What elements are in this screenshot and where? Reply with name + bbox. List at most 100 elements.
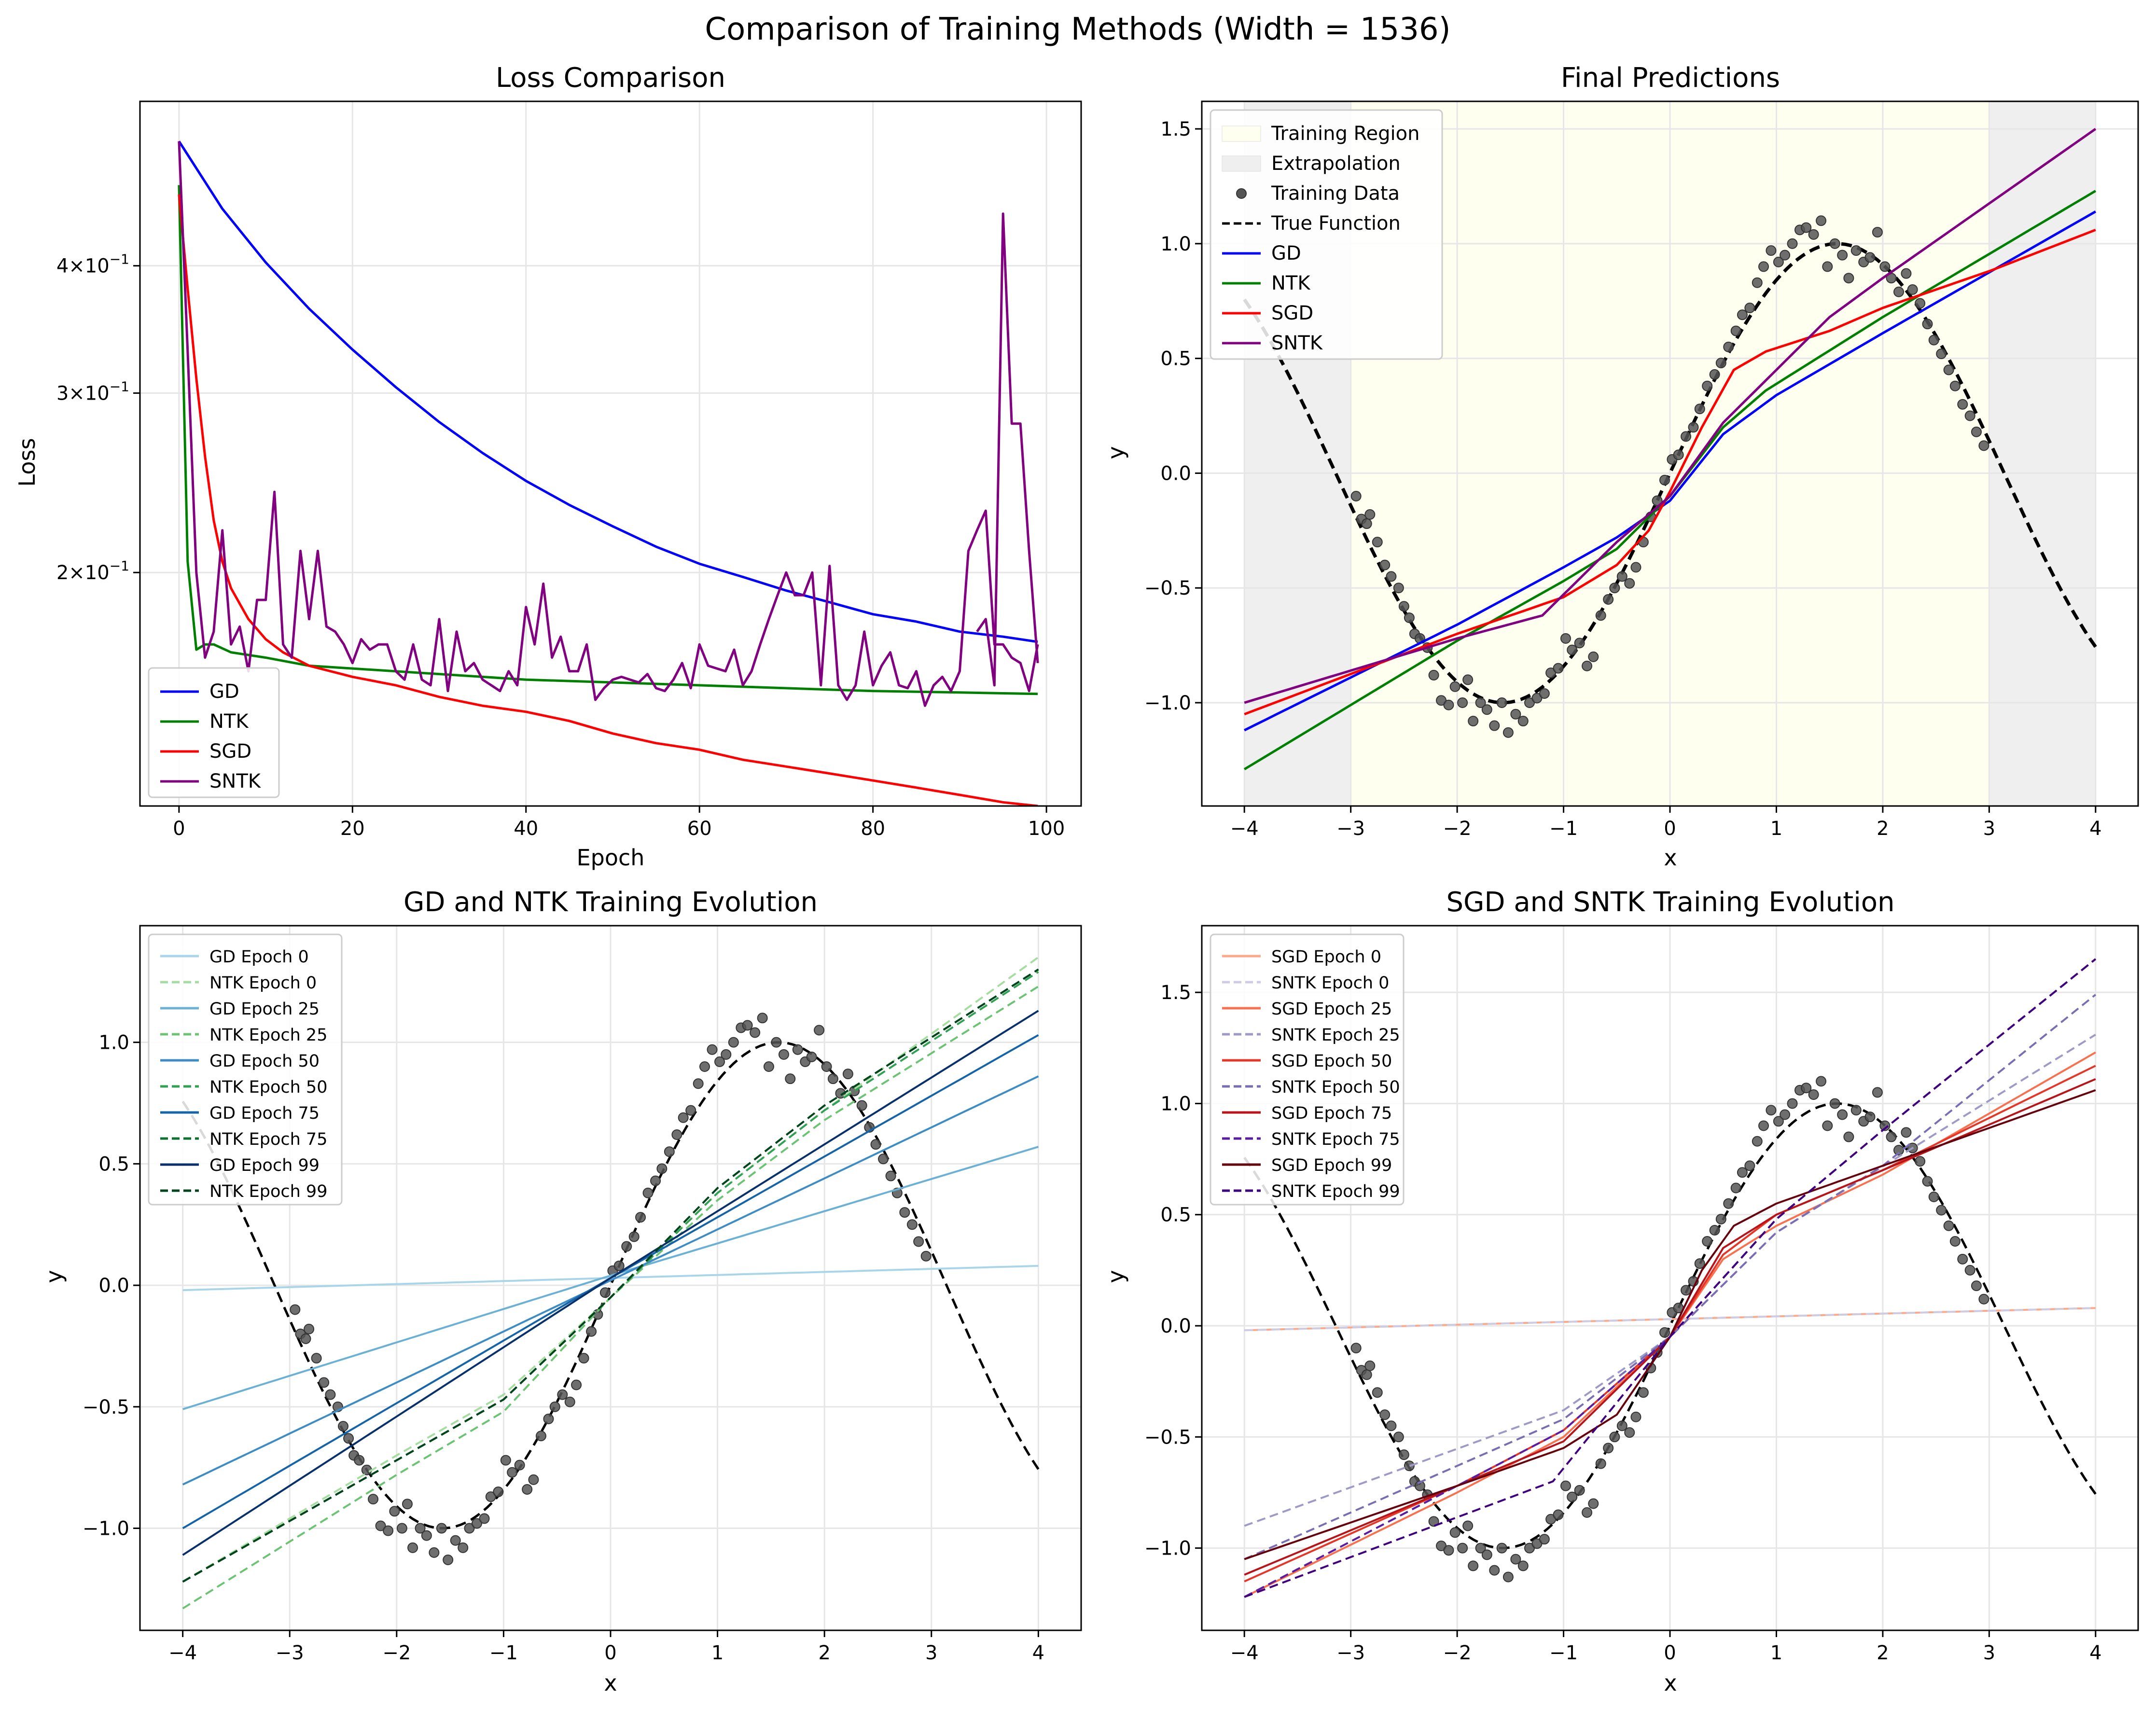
training-data-point (421, 1530, 432, 1541)
training-data-point (642, 1187, 654, 1198)
training-data-point (1372, 1387, 1383, 1398)
series-line-sntk-epoch-0 (1244, 1307, 2096, 1332)
training-data-point (1404, 1460, 1415, 1472)
legend-swatch-dot (1236, 188, 1247, 199)
legend: Training Region Extrapolation Training Dat… (1210, 109, 1443, 360)
y-tick-label: 1.5 (1160, 118, 1191, 140)
y-tick-label: 1.0 (98, 1032, 129, 1054)
training-data-point (564, 1396, 575, 1407)
training-data-point (1709, 369, 1720, 380)
training-data-point (1936, 1205, 1947, 1216)
training-data-point (792, 1044, 803, 1055)
legend-label: GD Epoch 99 (209, 1156, 320, 1175)
training-data-point (1361, 1369, 1372, 1380)
training-data-point (1879, 261, 1891, 272)
legend-label: NTK Epoch 50 (209, 1078, 327, 1097)
x-tick-label: 4 (2089, 1642, 2101, 1664)
training-data-point (1702, 380, 1713, 391)
training-data-point (1379, 559, 1391, 570)
training-data-point (1443, 699, 1454, 710)
training-data-point (1843, 1131, 1854, 1142)
training-data-point (1496, 1542, 1507, 1554)
training-data-point (514, 1459, 525, 1471)
training-data-point (1978, 1293, 1989, 1305)
axes-frame (139, 100, 1082, 807)
training-data-point (628, 1231, 640, 1242)
training-data-point (571, 1379, 582, 1390)
training-data-point (1822, 261, 1833, 272)
training-data-point (1829, 1098, 1840, 1109)
panel-title: Final Predictions (1561, 62, 1780, 94)
training-data-point (1560, 633, 1571, 644)
training-data-point (1673, 449, 1684, 460)
x-tick-label: −1 (1549, 1642, 1578, 1664)
training-data-point (664, 1146, 675, 1157)
training-data-point (1574, 638, 1585, 649)
training-data-point (1582, 1507, 1593, 1518)
training-data-point (920, 1250, 932, 1262)
y-tick-label: 1.0 (1160, 233, 1191, 255)
legend-item: SGD Epoch 0 (1222, 947, 1381, 967)
training-data-point (1780, 1109, 1791, 1120)
legend-label: SGD Epoch 75 (1271, 1104, 1392, 1123)
training-data-point (1737, 1167, 1748, 1178)
training-data-point (1553, 663, 1564, 674)
training-data-point (656, 1163, 668, 1174)
legend-label: SGD Epoch 0 (1271, 947, 1381, 967)
training-data-point (485, 1491, 496, 1502)
legend-label: NTK (1271, 272, 1311, 294)
legend-item: GD (1222, 242, 1301, 264)
training-data-point (721, 1049, 732, 1060)
training-data-point (856, 1100, 867, 1111)
legend-label: SGD (1271, 302, 1313, 324)
training-data-point (1957, 1253, 1968, 1264)
training-data-point (635, 1212, 646, 1223)
x-tick-label: −3 (1336, 818, 1365, 840)
x-tick-label: 2 (1877, 1642, 1889, 1664)
legend-label: SNTK Epoch 99 (1271, 1182, 1400, 1201)
training-data-point (1468, 1560, 1479, 1571)
training-data-point (1773, 1116, 1784, 1127)
x-tick-label: −2 (1443, 818, 1472, 840)
training-data-point (1393, 583, 1404, 594)
training-data-point (1773, 256, 1784, 267)
series-line-sgd (178, 194, 1038, 806)
training-data-point (714, 1056, 725, 1067)
legend-frame (1210, 109, 1443, 360)
training-data-point (1364, 509, 1376, 520)
training-data-point (778, 1049, 789, 1060)
plot-area (1243, 958, 2097, 1598)
legend-item: NTK Epoch 50 (160, 1078, 327, 1097)
training-data-point (685, 1105, 696, 1116)
training-data-point (383, 1525, 394, 1536)
training-data-point (1553, 1509, 1564, 1520)
training-data-point (1957, 399, 1968, 410)
training-data-point (300, 1333, 311, 1344)
y-tick-label: 0.5 (1160, 1204, 1191, 1226)
training-data-point (1971, 426, 1982, 437)
training-data-point (458, 1542, 469, 1553)
training-data-point (1462, 674, 1474, 685)
series-line-sntk-epoch-50 (1244, 994, 2097, 1560)
legend-label: GD Epoch 75 (209, 1104, 320, 1123)
training-data-point (290, 1304, 301, 1315)
x-tick-label: 80 (861, 818, 885, 840)
x-tick-label: 60 (687, 818, 712, 840)
panel-title: GD and NTK Training Evolution (403, 887, 818, 918)
x-tick-label: −1 (489, 1642, 518, 1664)
training-data-point (1971, 1280, 1982, 1292)
legend-label: SGD Epoch 25 (1271, 1000, 1392, 1019)
training-data-point (415, 1523, 426, 1534)
training-data-point (1915, 1156, 1926, 1167)
training-data-point (1766, 245, 1777, 256)
x-tick-label: 1 (711, 1642, 723, 1664)
x-tick-label: 4 (2089, 818, 2101, 840)
legend-label: GD Epoch 25 (209, 1000, 320, 1019)
legend-label: GD (209, 681, 239, 703)
training-data-point (763, 1061, 774, 1072)
legend-item: SNTK (160, 770, 262, 792)
training-data-point (1922, 319, 1933, 330)
training-data-point (1364, 1360, 1376, 1371)
training-data-point (1872, 1087, 1883, 1098)
training-data-point (1893, 286, 1904, 297)
